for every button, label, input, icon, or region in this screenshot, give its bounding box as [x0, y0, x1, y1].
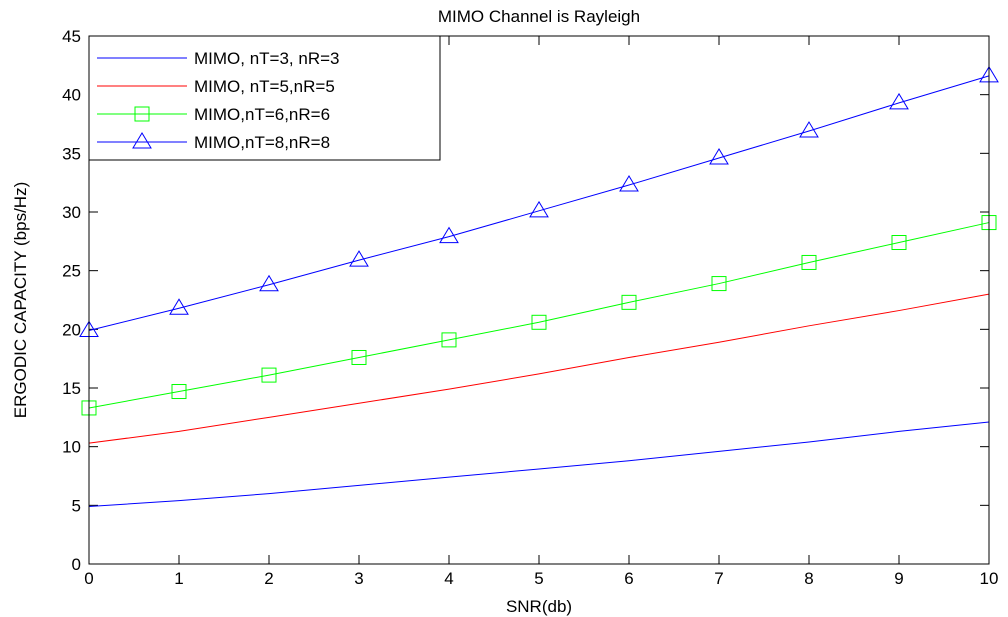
x-tick-label: 2 — [264, 569, 273, 588]
series-layer — [79, 65, 999, 508]
data-point — [891, 235, 907, 251]
legend-item: MIMO,nT=6,nR=6 — [97, 105, 330, 124]
series-1 — [88, 421, 990, 508]
y-tick-label: 20 — [62, 320, 81, 339]
data-point — [619, 175, 639, 192]
series-line — [88, 293, 990, 444]
data-point — [889, 92, 909, 110]
x-tick-label: 8 — [804, 569, 813, 588]
y-tick-label: 25 — [62, 262, 81, 281]
x-tick-label: 4 — [444, 569, 453, 588]
legend-label: MIMO, nT=3, nR=3 — [194, 49, 340, 68]
data-point — [439, 226, 459, 244]
legend-item: MIMO, nT=3, nR=3 — [97, 49, 340, 68]
data-point — [171, 384, 187, 400]
data-point — [711, 276, 727, 292]
x-tick-label: 7 — [714, 569, 723, 588]
data-point — [531, 314, 547, 330]
x-tick-label: 3 — [354, 569, 363, 588]
series-line — [88, 222, 990, 409]
y-tick-label: 0 — [72, 555, 81, 574]
x-tick-label: 6 — [624, 569, 633, 588]
data-point — [441, 332, 457, 348]
y-tick-label: 45 — [62, 27, 81, 46]
y-tick-label: 5 — [72, 496, 81, 515]
legend-label: MIMO,nT=6,nR=6 — [194, 105, 330, 124]
data-point — [799, 121, 819, 138]
x-tick-label: 1 — [174, 569, 183, 588]
x-axis-label: SNR(db) — [506, 597, 572, 616]
legend-marker — [132, 132, 152, 149]
legend-label: MIMO, nT=5,nR=5 — [194, 77, 335, 96]
legend-item: MIMO, nT=5,nR=5 — [97, 77, 335, 96]
x-tick-label: 0 — [84, 569, 93, 588]
y-tick-label: 40 — [62, 86, 81, 105]
data-point — [801, 254, 817, 270]
plot-frame — [88, 35, 990, 565]
y-axis-label: ERGODIC CAPACITY (bps/Hz) — [11, 182, 30, 418]
data-point — [259, 274, 279, 292]
data-point — [349, 250, 369, 267]
series-4 — [79, 65, 999, 338]
legend-box — [88, 35, 441, 161]
chart-title: MIMO Channel is Rayleigh — [438, 7, 640, 26]
y-tick-label: 35 — [62, 144, 81, 163]
x-tick-label: 5 — [534, 569, 543, 588]
legend-label: MIMO,nT=8,nR=8 — [194, 133, 330, 152]
legend-marker — [134, 106, 150, 122]
y-tick-label: 30 — [62, 203, 81, 222]
data-point — [261, 367, 277, 383]
x-tick-label: 9 — [894, 569, 903, 588]
data-point — [351, 349, 367, 365]
x-tick-label: 10 — [980, 569, 999, 588]
series-line — [88, 421, 990, 508]
data-point — [169, 298, 189, 315]
series-2 — [88, 293, 990, 444]
data-point — [529, 200, 549, 218]
legend-item: MIMO,nT=8,nR=8 — [97, 132, 330, 152]
series-line — [88, 75, 990, 331]
y-tick-label: 10 — [62, 438, 81, 457]
y-tick-label: 15 — [62, 379, 81, 398]
data-point — [621, 294, 637, 310]
legend: MIMO, nT=3, nR=3 MIMO, nT=5,nR=5 MIMO,nT=6… — [88, 35, 441, 161]
data-point — [709, 148, 729, 165]
